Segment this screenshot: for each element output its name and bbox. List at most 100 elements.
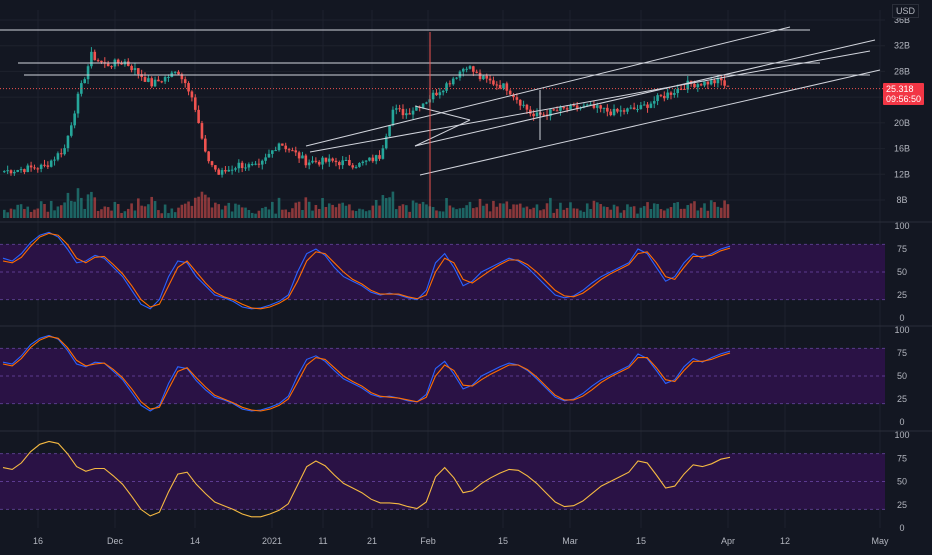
volume-bar xyxy=(549,197,552,218)
volume-bar xyxy=(19,204,23,218)
price-axis-label: 36B xyxy=(894,15,910,25)
oscillator-line xyxy=(2,440,731,518)
candle-body xyxy=(321,157,324,165)
volume-bar xyxy=(93,197,97,218)
candle-body xyxy=(361,161,365,164)
volume-bar xyxy=(210,207,214,218)
volume-bar xyxy=(163,204,167,218)
candle-body xyxy=(636,109,639,111)
candle-body xyxy=(602,107,606,109)
candle-body xyxy=(274,150,277,152)
oscillator-axis-label: 25 xyxy=(897,290,907,300)
volume-bar xyxy=(167,213,170,218)
volume-bar xyxy=(431,206,435,218)
oscillator-band xyxy=(0,244,885,300)
volume-bar xyxy=(552,212,556,218)
volume-bar xyxy=(723,200,726,218)
candle-body xyxy=(160,81,164,83)
volume-bar xyxy=(626,204,629,218)
volume-bar xyxy=(411,200,415,218)
volume-bar xyxy=(358,208,361,218)
price-axis-label: 16B xyxy=(894,144,910,154)
volume-bar xyxy=(475,207,478,218)
volume-bar xyxy=(662,210,666,218)
candle-body xyxy=(555,110,559,112)
candle-body xyxy=(183,79,187,84)
oscillator-axis-label: 100 xyxy=(894,221,909,231)
candle-body xyxy=(39,164,43,169)
volume-bar xyxy=(39,201,43,218)
oscillator-line xyxy=(2,334,731,412)
last-price-value: 25.318 xyxy=(885,84,914,94)
volume-bar xyxy=(267,209,271,218)
volume-bar xyxy=(317,208,321,218)
volume-bar xyxy=(70,200,73,218)
candle-body xyxy=(595,105,599,108)
candle-body xyxy=(649,103,653,108)
volume-bar xyxy=(401,204,405,218)
time-axis-label: 12 xyxy=(780,536,790,546)
candle-body xyxy=(260,160,264,165)
volume-bar xyxy=(324,207,328,218)
candle-body xyxy=(451,78,455,85)
candle-body xyxy=(193,97,197,110)
candle-body xyxy=(197,109,200,124)
candle-body xyxy=(411,110,415,115)
currency-label[interactable]: USD xyxy=(892,4,920,18)
volume-bar xyxy=(153,201,157,218)
candle-body xyxy=(324,157,328,162)
candle-body xyxy=(43,164,46,166)
volume-bar xyxy=(297,201,301,218)
volume-bar xyxy=(271,201,274,218)
candle-body xyxy=(126,61,130,66)
volume-bar xyxy=(217,204,221,218)
volume-bar xyxy=(200,191,204,218)
candle-body xyxy=(56,153,60,160)
candle-body xyxy=(16,170,20,172)
volume-bar xyxy=(492,200,495,218)
volume-bar xyxy=(157,210,160,218)
oscillator-axis-label: 50 xyxy=(897,371,907,381)
candle-body xyxy=(642,104,646,106)
volume-bar xyxy=(314,204,318,218)
volume-bar xyxy=(116,204,120,218)
candle-body xyxy=(485,75,489,79)
volume-bar xyxy=(143,206,147,218)
volume-bar xyxy=(515,204,519,218)
volume-bar xyxy=(703,203,706,218)
candle-body xyxy=(398,108,401,110)
candle-body xyxy=(334,160,338,163)
volume-bar xyxy=(224,205,227,218)
volume-bar xyxy=(361,209,365,218)
candle-body xyxy=(254,163,257,165)
candle-body xyxy=(716,78,720,84)
volume-bar xyxy=(656,203,659,218)
candle-body xyxy=(552,109,556,111)
candle-body xyxy=(70,125,73,136)
candle-body xyxy=(461,68,465,72)
volume-bar xyxy=(287,212,291,218)
volume-bar xyxy=(86,194,90,218)
volume-bar xyxy=(669,207,673,218)
candle-body xyxy=(709,80,713,85)
candle-body xyxy=(525,104,529,110)
candle-body xyxy=(669,92,673,95)
volume-bar xyxy=(294,202,298,218)
oscillator-axis-label: 50 xyxy=(897,477,907,487)
candle-body xyxy=(358,163,361,167)
candle-body xyxy=(415,106,418,111)
candle-body xyxy=(405,113,408,116)
bar-countdown: 09:56:50 xyxy=(885,94,921,104)
candle-body xyxy=(518,99,522,106)
candle-body xyxy=(673,93,676,95)
volume-bar xyxy=(3,209,6,218)
volume-bar xyxy=(6,212,9,218)
volume-bar xyxy=(351,210,355,218)
volume-bar xyxy=(636,213,639,218)
volume-bar xyxy=(234,203,237,218)
volume-bar xyxy=(103,206,107,218)
candle-body xyxy=(575,105,579,109)
volume-bar xyxy=(525,206,529,218)
